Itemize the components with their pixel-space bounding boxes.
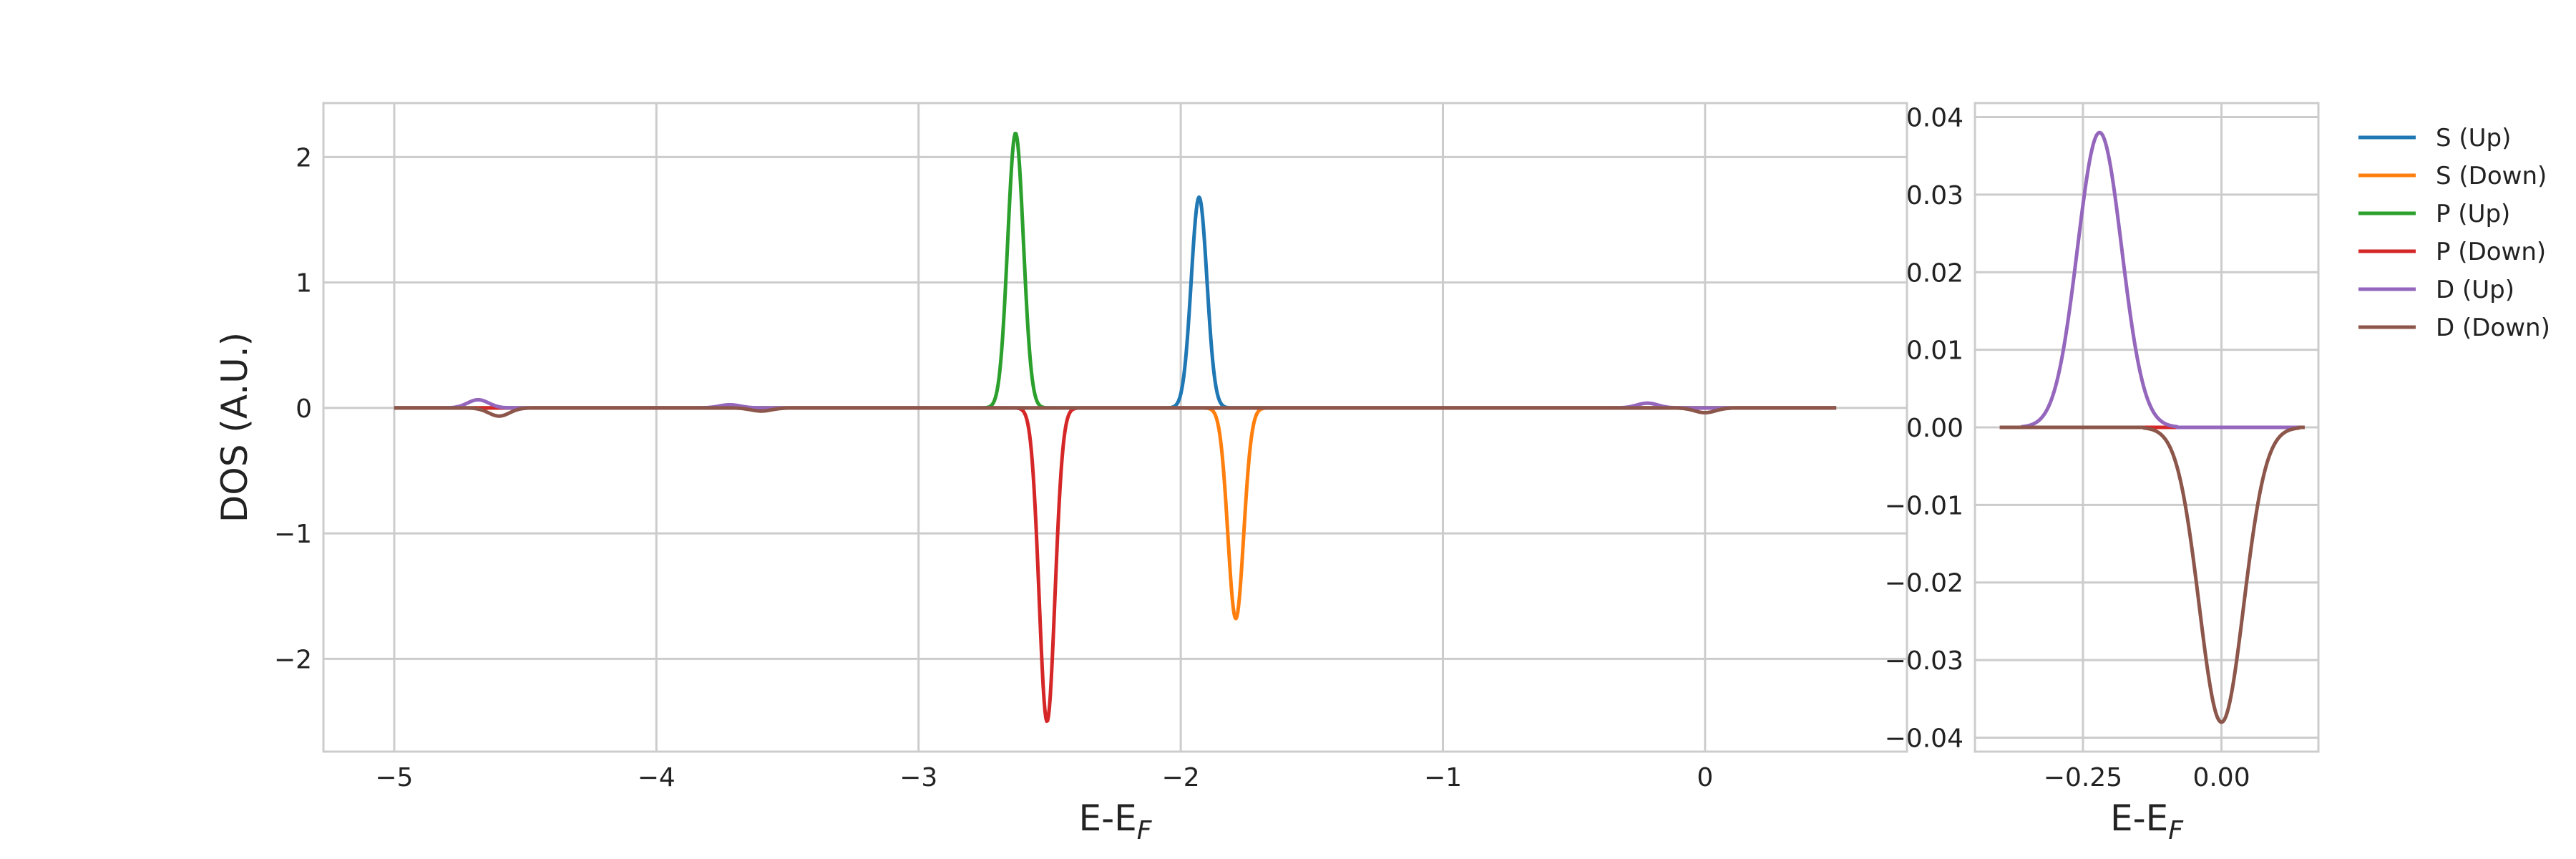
y-tick-label: −0.03 bbox=[1885, 646, 1963, 676]
fermi-zoom-panel: −0.25 0.00 −0.04 −0.03 −0.02 −0.01 0.00 0.01 0.0… bbox=[1885, 102, 2320, 845]
series-line-p-down bbox=[393, 406, 1838, 724]
y-tick-label: −0.01 bbox=[1885, 491, 1963, 520]
x-tick-label: −3 bbox=[899, 763, 937, 792]
legend: S (Up) S (Down) P (Up) P (Down) D (Up) D (Dow… bbox=[2358, 124, 2550, 342]
x-tick-label: −4 bbox=[638, 763, 675, 792]
y-tick-label: 0.00 bbox=[1906, 414, 1963, 443]
x-axis-label: E-EF bbox=[2110, 797, 2184, 845]
y-tick-label: 1 bbox=[296, 269, 312, 299]
series-line-s-up bbox=[393, 195, 1838, 410]
y-tick-label: 0.02 bbox=[1906, 258, 1963, 288]
y-tick-label: 0.04 bbox=[1906, 104, 1963, 133]
series-line-d-down bbox=[1998, 425, 2306, 724]
legend-entry-label: S (Up) bbox=[2436, 124, 2511, 152]
series-line-p-up bbox=[393, 132, 1838, 410]
series-line-d-down bbox=[393, 406, 1838, 418]
main-dos-panel: −5 −4 −3 −2 −1 0 −2 −1 0 1 2 E-EF DOS (A.U.) bbox=[214, 102, 1908, 845]
x-tick-label: −0.25 bbox=[2044, 763, 2122, 792]
legend-entry-label: P (Up) bbox=[2436, 200, 2510, 228]
series-line-d-up bbox=[1998, 130, 2306, 430]
y-tick-label: −1 bbox=[274, 520, 312, 549]
y-tick-label: 2 bbox=[296, 143, 312, 173]
axes-frame bbox=[322, 102, 1908, 753]
x-tick-label: −5 bbox=[375, 763, 413, 792]
y-tick-label: −0.02 bbox=[1885, 569, 1963, 598]
axes-frame bbox=[1974, 102, 2320, 753]
legend-entry-label: P (Down) bbox=[2436, 238, 2546, 266]
y-tick-label: −2 bbox=[274, 645, 312, 674]
y-tick-label: 0.03 bbox=[1906, 181, 1963, 210]
legend-entry-label: D (Up) bbox=[2436, 276, 2514, 304]
y-axis-label: DOS (A.U.) bbox=[214, 332, 255, 523]
y-tick-label: 0 bbox=[296, 394, 312, 424]
x-tick-label: −2 bbox=[1162, 763, 1200, 792]
y-tick-label: −0.04 bbox=[1885, 724, 1963, 753]
y-tick-label: 0.01 bbox=[1906, 336, 1963, 366]
legend-entry-label: S (Down) bbox=[2436, 162, 2547, 190]
x-axis-label: E-EF bbox=[1079, 797, 1153, 845]
x-tick-label: 0 bbox=[1697, 763, 1713, 792]
x-tick-label: −1 bbox=[1424, 763, 1462, 792]
x-tick-label: 0.00 bbox=[2192, 763, 2250, 792]
legend-entry-label: D (Down) bbox=[2436, 314, 2550, 342]
series-line-s-down bbox=[393, 406, 1838, 621]
